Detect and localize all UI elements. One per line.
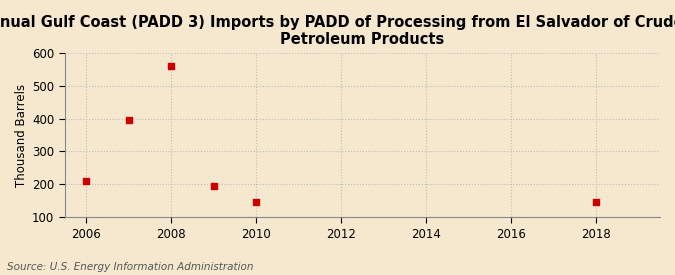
Point: [124, 118, 134, 122]
Title: Annual Gulf Coast (PADD 3) Imports by PADD of Processing from El Salvador of Cru: Annual Gulf Coast (PADD 3) Imports by PA…: [0, 15, 675, 47]
Point: [250, 199, 261, 204]
Point: [591, 199, 601, 204]
Point: [208, 184, 219, 188]
Point: [166, 64, 177, 68]
Y-axis label: Thousand Barrels: Thousand Barrels: [15, 84, 28, 187]
Text: Source: U.S. Energy Information Administration: Source: U.S. Energy Information Administ…: [7, 262, 253, 272]
Point: [81, 179, 92, 183]
